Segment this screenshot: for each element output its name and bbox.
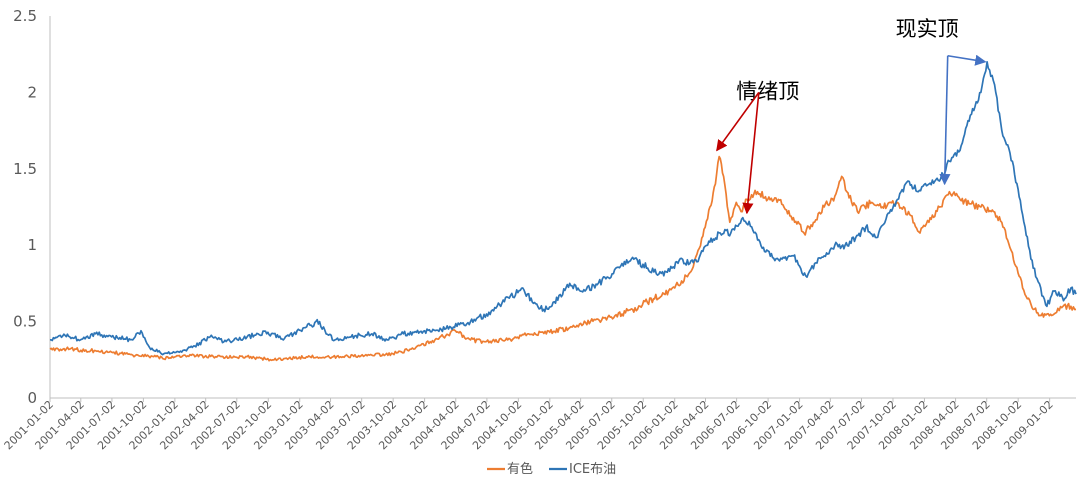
annotation-arrow xyxy=(939,55,951,186)
series-line-ice-brent xyxy=(49,60,1077,356)
annotation-layer: 情绪顶 现实顶 xyxy=(716,17,987,215)
legend-label: ICE布油 xyxy=(569,462,616,477)
axes: 00.511.522.52001-01-022001-04-022001-07-… xyxy=(2,7,1076,452)
legend-label: 有色 xyxy=(507,461,533,477)
annotation-arrow xyxy=(947,54,987,66)
y-tick-label: 0.5 xyxy=(13,313,37,331)
annotation-label: 现实顶 xyxy=(896,17,959,41)
y-tick-label: 2.5 xyxy=(13,7,37,25)
annotation-label: 情绪顶 xyxy=(736,80,799,104)
annotation-arrow xyxy=(716,91,760,152)
y-tick-label: 1.5 xyxy=(13,160,37,178)
y-tick-label: 2 xyxy=(27,83,37,101)
y-tick-label: 1 xyxy=(27,236,37,254)
series-layer xyxy=(49,60,1077,362)
legend: 有色 ICE布油 xyxy=(487,461,616,477)
y-tick-label: 0 xyxy=(27,389,37,407)
annotation-arrow xyxy=(742,92,760,215)
series-line-youse xyxy=(49,155,1077,362)
